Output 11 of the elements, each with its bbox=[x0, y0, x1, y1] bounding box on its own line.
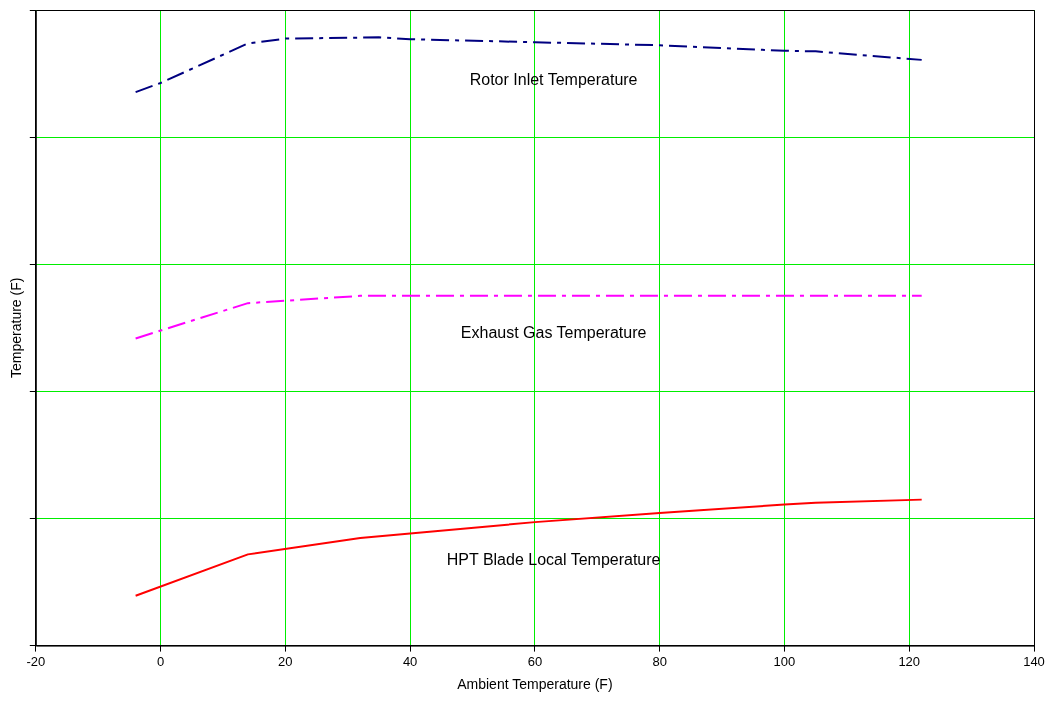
x-tick-label: 100 bbox=[773, 653, 796, 669]
x-tick-label: 120 bbox=[898, 653, 921, 669]
x-axis-title: Ambient Temperature (F) bbox=[457, 676, 613, 693]
y-axis-title: Temperature (F) bbox=[8, 277, 25, 378]
x-tick-label: 40 bbox=[402, 653, 418, 669]
x-tick-label: 0 bbox=[156, 653, 165, 669]
x-tick-label: 20 bbox=[278, 653, 293, 669]
x-tick-label: 140 bbox=[1023, 653, 1045, 669]
x-tick-label: 60 bbox=[527, 653, 543, 669]
x-tick-label: 80 bbox=[652, 653, 667, 669]
x-tick-label: -20 bbox=[26, 653, 46, 669]
